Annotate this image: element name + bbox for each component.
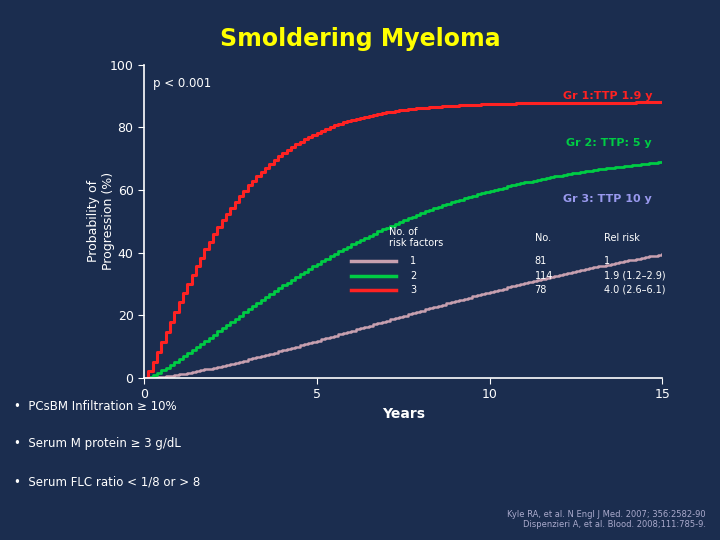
Text: 81: 81 xyxy=(534,256,546,266)
Text: 78: 78 xyxy=(534,285,547,295)
Text: 3: 3 xyxy=(410,285,416,295)
X-axis label: Years: Years xyxy=(382,407,425,421)
Text: •  PCsBM Infiltration ≥ 10%: • PCsBM Infiltration ≥ 10% xyxy=(14,400,177,413)
Text: No. of: No. of xyxy=(390,227,418,237)
Text: risk factors: risk factors xyxy=(390,238,444,248)
Text: Gr 2: TTP: 5 y: Gr 2: TTP: 5 y xyxy=(567,138,652,148)
Text: 1: 1 xyxy=(410,256,416,266)
Text: 4.0 (2.6–6.1): 4.0 (2.6–6.1) xyxy=(603,285,665,295)
Text: Smoldering Myeloma: Smoldering Myeloma xyxy=(220,27,500,51)
Text: 2: 2 xyxy=(410,271,416,281)
Y-axis label: Probability of
Progression (%): Probability of Progression (%) xyxy=(87,172,115,271)
Text: p < 0.001: p < 0.001 xyxy=(153,77,211,90)
Text: •  Serum M protein ≥ 3 g/dL: • Serum M protein ≥ 3 g/dL xyxy=(14,437,181,450)
Text: Rel risk: Rel risk xyxy=(603,233,639,244)
Text: 1.9 (1.2–2.9): 1.9 (1.2–2.9) xyxy=(603,271,665,281)
Text: Kyle RA, et al. N Engl J Med. 2007; 356:2582-90
Dispenzieri A, et al. Blood. 200: Kyle RA, et al. N Engl J Med. 2007; 356:… xyxy=(507,510,706,529)
Text: Gr 1:TTP 1.9 y: Gr 1:TTP 1.9 y xyxy=(562,91,652,101)
Text: 1: 1 xyxy=(603,256,610,266)
Text: Gr 3: TTP 10 y: Gr 3: TTP 10 y xyxy=(563,194,652,205)
Text: •  Serum FLC ratio < 1/8 or > 8: • Serum FLC ratio < 1/8 or > 8 xyxy=(14,475,201,488)
Text: No.: No. xyxy=(534,233,551,244)
Text: 114: 114 xyxy=(534,271,553,281)
